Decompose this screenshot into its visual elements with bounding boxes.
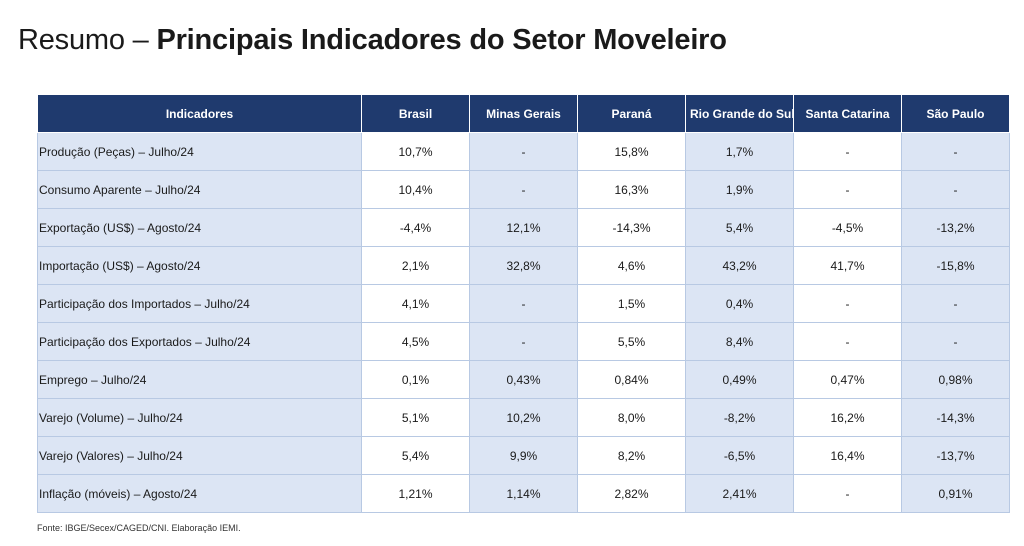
- indicator-label: Participação dos Exportados – Julho/24: [37, 322, 362, 361]
- indicator-label: Participação dos Importados – Julho/24: [37, 284, 362, 323]
- column-header-rio-grande-do-sul: Rio Grande do Sul: [685, 95, 795, 133]
- cell-brasil: 4,5%: [361, 322, 470, 361]
- cell-parana: -14,3%: [577, 208, 686, 247]
- cell-minas-gerais: -: [469, 170, 578, 209]
- cell-sao-paulo: -15,8%: [901, 246, 1010, 285]
- cell-sao-paulo: -: [901, 170, 1010, 209]
- indicator-label: Consumo Aparente – Julho/24: [37, 170, 362, 209]
- indicators-table: Indicadores Brasil Minas Gerais Paraná R…: [37, 95, 1010, 513]
- cell-minas-gerais: 0,43%: [469, 360, 578, 399]
- table-row: Participação dos Exportados – Julho/24 4,…: [37, 322, 1010, 361]
- indicator-label: Varejo (Volume) – Julho/24: [37, 398, 362, 437]
- cell-rio-grande-do-sul: 0,4%: [685, 284, 794, 323]
- cell-rio-grande-do-sul: 2,41%: [685, 474, 794, 513]
- cell-santa-catarina: -: [793, 284, 902, 323]
- cell-sao-paulo: -13,7%: [901, 436, 1010, 475]
- cell-santa-catarina: -4,5%: [793, 208, 902, 247]
- column-header-minas-gerais: Minas Gerais: [469, 95, 578, 133]
- column-header-brasil: Brasil: [361, 95, 470, 133]
- table-row: Inflação (móveis) – Agosto/24 1,21% 1,14% 2…: [37, 474, 1010, 513]
- cell-parana: 5,5%: [577, 322, 686, 361]
- cell-santa-catarina: -: [793, 474, 902, 513]
- cell-santa-catarina: 16,4%: [793, 436, 902, 475]
- cell-brasil: 2,1%: [361, 246, 470, 285]
- indicator-label: Inflação (móveis) – Agosto/24: [37, 474, 362, 513]
- indicator-label: Emprego – Julho/24: [37, 360, 362, 399]
- column-header-parana: Paraná: [577, 95, 686, 133]
- cell-rio-grande-do-sul: 8,4%: [685, 322, 794, 361]
- column-header-santa-catarina: Santa Catarina: [793, 95, 902, 133]
- title-main: Principais Indicadores do Setor Moveleir…: [156, 24, 727, 56]
- cell-parana: 0,84%: [577, 360, 686, 399]
- table-row: Participação dos Importados – Julho/24 4,…: [37, 284, 1010, 323]
- cell-sao-paulo: -13,2%: [901, 208, 1010, 247]
- cell-santa-catarina: 41,7%: [793, 246, 902, 285]
- cell-minas-gerais: 32,8%: [469, 246, 578, 285]
- cell-sao-paulo: -: [901, 284, 1010, 323]
- cell-brasil: 10,7%: [361, 132, 470, 171]
- cell-minas-gerais: 12,1%: [469, 208, 578, 247]
- cell-sao-paulo: -: [901, 322, 1010, 361]
- source-note: Fonte: IBGE/Secex/CAGED/CNI. Elaboração …: [37, 523, 241, 533]
- cell-parana: 4,6%: [577, 246, 686, 285]
- table-row: Exportação (US$) – Agosto/24 -4,4% 12,1% -1…: [37, 208, 1010, 247]
- cell-santa-catarina: -: [793, 322, 902, 361]
- table-header-row: Indicadores Brasil Minas Gerais Paraná R…: [37, 95, 1010, 133]
- cell-parana: 15,8%: [577, 132, 686, 171]
- indicator-label: Exportação (US$) – Agosto/24: [37, 208, 362, 247]
- cell-minas-gerais: -: [469, 322, 578, 361]
- indicator-label: Produção (Peças) – Julho/24: [37, 132, 362, 171]
- cell-minas-gerais: 10,2%: [469, 398, 578, 437]
- cell-sao-paulo: -: [901, 132, 1010, 171]
- cell-rio-grande-do-sul: -8,2%: [685, 398, 794, 437]
- column-header-indicadores: Indicadores: [37, 95, 362, 133]
- column-header-sao-paulo: São Paulo: [901, 95, 1010, 133]
- cell-parana: 16,3%: [577, 170, 686, 209]
- cell-santa-catarina: 0,47%: [793, 360, 902, 399]
- table-row: Importação (US$) – Agosto/24 2,1% 32,8% 4,6…: [37, 246, 1010, 285]
- cell-minas-gerais: -: [469, 132, 578, 171]
- cell-parana: 2,82%: [577, 474, 686, 513]
- table-row: Emprego – Julho/24 0,1% 0,43% 0,84% 0,49% 0,4…: [37, 360, 1010, 399]
- cell-minas-gerais: -: [469, 284, 578, 323]
- cell-rio-grande-do-sul: 5,4%: [685, 208, 794, 247]
- cell-brasil: 10,4%: [361, 170, 470, 209]
- cell-santa-catarina: -: [793, 170, 902, 209]
- page-title: Resumo – Principais Indicadores do Setor…: [18, 22, 727, 58]
- cell-brasil: 5,1%: [361, 398, 470, 437]
- table-row: Varejo (Valores) – Julho/24 5,4% 9,9% 8,2% -…: [37, 436, 1010, 475]
- table-body: Produção (Peças) – Julho/24 10,7% -15,8% 1,…: [37, 132, 1010, 513]
- cell-parana: 8,0%: [577, 398, 686, 437]
- cell-minas-gerais: 9,9%: [469, 436, 578, 475]
- cell-sao-paulo: 0,91%: [901, 474, 1010, 513]
- indicator-label: Varejo (Valores) – Julho/24: [37, 436, 362, 475]
- cell-minas-gerais: 1,14%: [469, 474, 578, 513]
- cell-rio-grande-do-sul: 43,2%: [685, 246, 794, 285]
- cell-brasil: 1,21%: [361, 474, 470, 513]
- cell-brasil: 4,1%: [361, 284, 470, 323]
- cell-brasil: 5,4%: [361, 436, 470, 475]
- cell-parana: 1,5%: [577, 284, 686, 323]
- table-row: Consumo Aparente – Julho/24 10,4% -16,3% 1,…: [37, 170, 1010, 209]
- cell-rio-grande-do-sul: 1,9%: [685, 170, 794, 209]
- cell-rio-grande-do-sul: 0,49%: [685, 360, 794, 399]
- cell-santa-catarina: -: [793, 132, 902, 171]
- cell-brasil: 0,1%: [361, 360, 470, 399]
- table-row: Produção (Peças) – Julho/24 10,7% -15,8% 1,…: [37, 132, 1010, 171]
- cell-sao-paulo: -14,3%: [901, 398, 1010, 437]
- cell-santa-catarina: 16,2%: [793, 398, 902, 437]
- cell-rio-grande-do-sul: -6,5%: [685, 436, 794, 475]
- table-row: Varejo (Volume) – Julho/24 5,1% 10,2% 8,0% -…: [37, 398, 1010, 437]
- title-prefix: Resumo –: [18, 24, 149, 56]
- cell-rio-grande-do-sul: 1,7%: [685, 132, 794, 171]
- cell-sao-paulo: 0,98%: [901, 360, 1010, 399]
- cell-brasil: -4,4%: [361, 208, 470, 247]
- cell-parana: 8,2%: [577, 436, 686, 475]
- indicator-label: Importação (US$) – Agosto/24: [37, 246, 362, 285]
